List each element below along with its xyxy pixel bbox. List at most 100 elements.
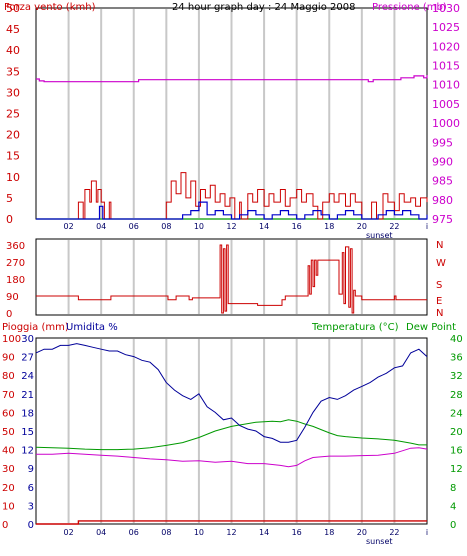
pressure-tick-label: 1025 [432, 21, 460, 34]
pressure-tick-label: 1030 [432, 2, 460, 15]
rain-tick-label: 24 [21, 371, 34, 382]
humidity-x-tick-label: 22 [389, 528, 399, 537]
rain-tick-label: 12 [21, 446, 34, 457]
wind-tick-label: 30 [6, 86, 20, 99]
wind-tick-label: 15 [6, 150, 20, 163]
wind-x-tick-label: i [426, 222, 428, 231]
humidity-tick-label: 0 [2, 520, 8, 531]
compass-letter-n-bottom: N [436, 308, 443, 319]
humidity-tick-label: 70 [2, 390, 15, 401]
pressure-tick-label: 1000 [432, 117, 460, 130]
pressure-tick-label: 1010 [432, 79, 460, 92]
pressure-tick-label: 980 [432, 194, 453, 207]
wind-x-tick-label: 02 [63, 222, 73, 231]
rain-tick-label: 3 [28, 501, 34, 512]
humidity-x-tick-label: 08 [161, 528, 171, 537]
temperature-tick-label: 0 [450, 520, 456, 531]
direction-tick-label: 270 [6, 258, 25, 269]
wind-x-tick-label: 14 [259, 222, 269, 231]
wind-x-tick-label: 18 [324, 222, 334, 231]
humidity-x-tick-label: 18 [324, 528, 334, 537]
rain-axis-label: Pioggia (mm) [2, 322, 69, 333]
compass-letter-w: W [436, 258, 446, 269]
wind-tick-label: 20 [6, 129, 20, 142]
dewpoint-axis-label: Dew Point [406, 322, 456, 333]
direction-tick-label: 90 [6, 292, 19, 303]
pressure-tick-label: 1015 [432, 60, 460, 73]
direction-tick-label: 360 [6, 241, 25, 252]
wind-x-tick-label: 06 [129, 222, 139, 231]
wind-tick-label: 45 [6, 23, 20, 36]
humidity-x-tick-label: 20 [357, 528, 367, 537]
temperature-tick-label: 4 [450, 501, 456, 512]
wind-tick-label: 0 [6, 213, 13, 226]
rain-tick-label: 27 [21, 353, 34, 364]
wind-tick-label: 40 [6, 44, 20, 57]
humidity-tick-label: 80 [2, 371, 15, 382]
wind-direction-panel: 0 90 180 270 360 N W S E N [6, 238, 446, 320]
wind-axis-label: Forza vento (kmh) [4, 2, 96, 13]
temperature-tick-label: 8 [450, 483, 456, 494]
humidity-tick-label: 50 [2, 427, 15, 438]
pressure-tick-label: 975 [432, 213, 453, 226]
wind-x-tick-label: 10 [194, 222, 204, 231]
wind-pressure-panel: 0510152025303540455097598098599099510001… [4, 2, 460, 240]
chart-title: 24 hour graph day : 24 Maggio 2008 [172, 2, 355, 13]
humidity-x-tick-label: 16 [292, 528, 302, 537]
temperature-tick-label: 32 [450, 371, 463, 382]
rain-accumulation-line [36, 520, 427, 525]
wind-tick-label: 10 [6, 171, 20, 184]
humidity-axis-label: Umidita % [66, 322, 118, 333]
humidity-x-tick-label: i [426, 528, 428, 537]
temperature-axis-label: Temperatura (°C) [311, 322, 399, 333]
humidity-temperature-panel: 0102030405060708090100036912151821242730… [2, 322, 463, 546]
direction-tick-label: 0 [6, 309, 12, 320]
rain-tick-label: 30 [21, 334, 34, 345]
humidity-tick-label: 10 [2, 501, 15, 512]
rain-tick-label: 6 [28, 483, 34, 494]
wind-x-tick-label: 16 [292, 222, 302, 231]
pressure-line [36, 75, 428, 83]
temperature-tick-label: 16 [450, 446, 463, 457]
humidity-tick-label: 60 [2, 408, 15, 419]
humidity-tick-label: 40 [2, 446, 15, 457]
humidity-tick-label: 100 [2, 334, 21, 345]
humidity-x-tick-label: 12 [226, 528, 236, 537]
pressure-tick-label: 990 [432, 155, 453, 168]
sunset-label-bottom: sunset [366, 537, 393, 546]
compass-letter-s: S [436, 280, 442, 291]
rain-tick-label: 15 [21, 427, 34, 438]
wind-x-tick-label: 08 [161, 222, 171, 231]
temperature-tick-label: 24 [450, 408, 463, 419]
pressure-tick-label: 995 [432, 136, 453, 149]
temperature-line [35, 419, 427, 451]
pressure-axis-label: Pressione (mb) [372, 2, 447, 13]
pressure-tick-label: 1020 [432, 40, 460, 53]
gust-line [36, 172, 428, 220]
rain-tick-label: 0 [28, 520, 34, 531]
wind-x-tick-label: 20 [357, 222, 367, 231]
humidity-x-tick-label: 04 [96, 528, 106, 537]
direction-tick-label: 180 [6, 275, 25, 286]
compass-letter-n-top: N [436, 240, 443, 251]
dewpoint-line [36, 447, 428, 468]
rain-tick-label: 9 [28, 464, 34, 475]
compass-letter-e: E [436, 296, 442, 307]
temperature-tick-label: 40 [450, 334, 463, 345]
wind-direction-line [36, 244, 427, 314]
temperature-tick-label: 12 [450, 464, 463, 475]
pressure-tick-label: 1005 [432, 98, 460, 111]
rain-tick-label: 21 [21, 390, 34, 401]
wind-x-tick-label: 22 [389, 222, 399, 231]
humidity-x-tick-label: 14 [259, 528, 269, 537]
humidity-line [35, 343, 428, 443]
wind-x-tick-label: 12 [226, 222, 236, 231]
humidity-tick-label: 90 [2, 353, 15, 364]
wind-speed-line [36, 201, 428, 220]
wind-tick-label: 25 [6, 108, 20, 121]
humidity-x-tick-label: 06 [129, 528, 139, 537]
humidity-tick-label: 30 [2, 464, 15, 475]
pressure-tick-label: 985 [432, 175, 453, 188]
wind-tick-label: 35 [6, 65, 20, 78]
